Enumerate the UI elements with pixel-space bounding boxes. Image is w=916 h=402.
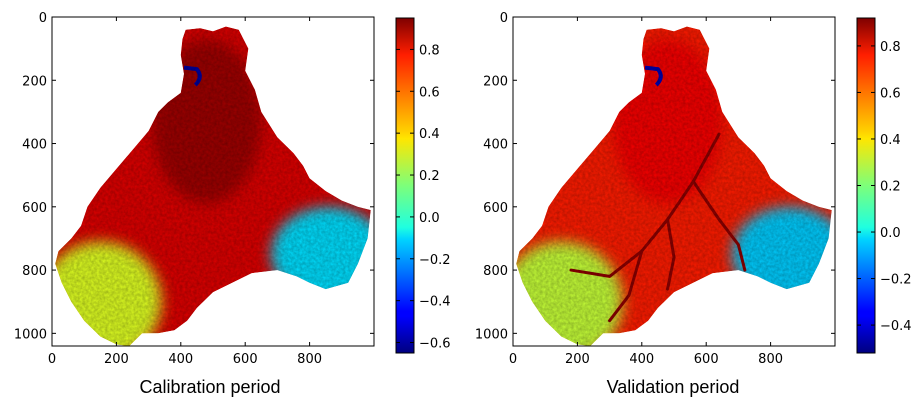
- y-tick-label: 200: [483, 74, 508, 89]
- y-tick-label: 0: [500, 11, 508, 26]
- x-tick-label: 0: [48, 352, 56, 367]
- colorbar-tick-label: −0.4: [880, 319, 912, 334]
- panel-caption: Validation period: [607, 377, 740, 397]
- colorbar-tick-label: 0.4: [419, 127, 440, 142]
- colorbar-tick-label: −0.2: [419, 253, 451, 268]
- colorbar-tick-label: 0.6: [419, 85, 440, 100]
- colorbar-tick-label: 0.2: [880, 180, 901, 195]
- axes-frame: [51, 16, 375, 347]
- y-tick-label: 400: [483, 138, 508, 153]
- validation-panel: 0 200 400 600 800 0 200 400 600 800 1000 Validation…: [475, 11, 912, 397]
- heatmap-field: [516, 26, 832, 346]
- x-tick-label: 0: [509, 352, 517, 367]
- x-tick-label: 200: [565, 352, 590, 367]
- colorbar-tick-label: 0.8: [419, 43, 440, 58]
- panel-caption: Calibration period: [139, 377, 280, 397]
- y-tick-label: 1000: [475, 327, 508, 342]
- x-tick-label: 800: [297, 352, 322, 367]
- colorbar-tick-label: 0.8: [880, 40, 901, 55]
- colorbar-tick-label: −0.4: [419, 295, 451, 310]
- y-tick-label: 1000: [14, 327, 47, 342]
- y-tick-label: 600: [483, 201, 508, 216]
- colorbar-tick-label: 0.0: [880, 226, 901, 241]
- colorbar-tick-label: 0.6: [880, 86, 901, 101]
- calibration-panel: 0 200 400 600 800 0 200 400 600 800 1000 Calibratio…: [14, 11, 451, 397]
- x-tick-label: 600: [694, 352, 719, 367]
- y-tick-label: 400: [22, 138, 47, 153]
- colorbar-tick-label: 0.4: [880, 133, 901, 148]
- x-tick-label: 400: [629, 352, 654, 367]
- texture: [516, 26, 832, 346]
- y-tick-label: 200: [22, 74, 47, 89]
- texture: [55, 26, 371, 346]
- x-tick-label: 200: [104, 352, 129, 367]
- x-tick-label: 400: [168, 352, 193, 367]
- colorbar-tick-label: −0.2: [880, 273, 912, 288]
- y-tick-label: 0: [39, 11, 47, 26]
- axes-frame: [512, 16, 836, 347]
- colorbar-tick-label: 0.2: [419, 169, 440, 184]
- colorbar-tick-label: 0.0: [419, 211, 440, 226]
- x-tick-label: 800: [758, 352, 783, 367]
- x-tick-label: 600: [233, 352, 258, 367]
- y-tick-label: 800: [22, 264, 47, 279]
- colorbar-tick-label: −0.6: [419, 337, 451, 352]
- y-tick-label: 800: [483, 264, 508, 279]
- colorbar: [395, 17, 415, 354]
- y-tick-label: 600: [22, 201, 47, 216]
